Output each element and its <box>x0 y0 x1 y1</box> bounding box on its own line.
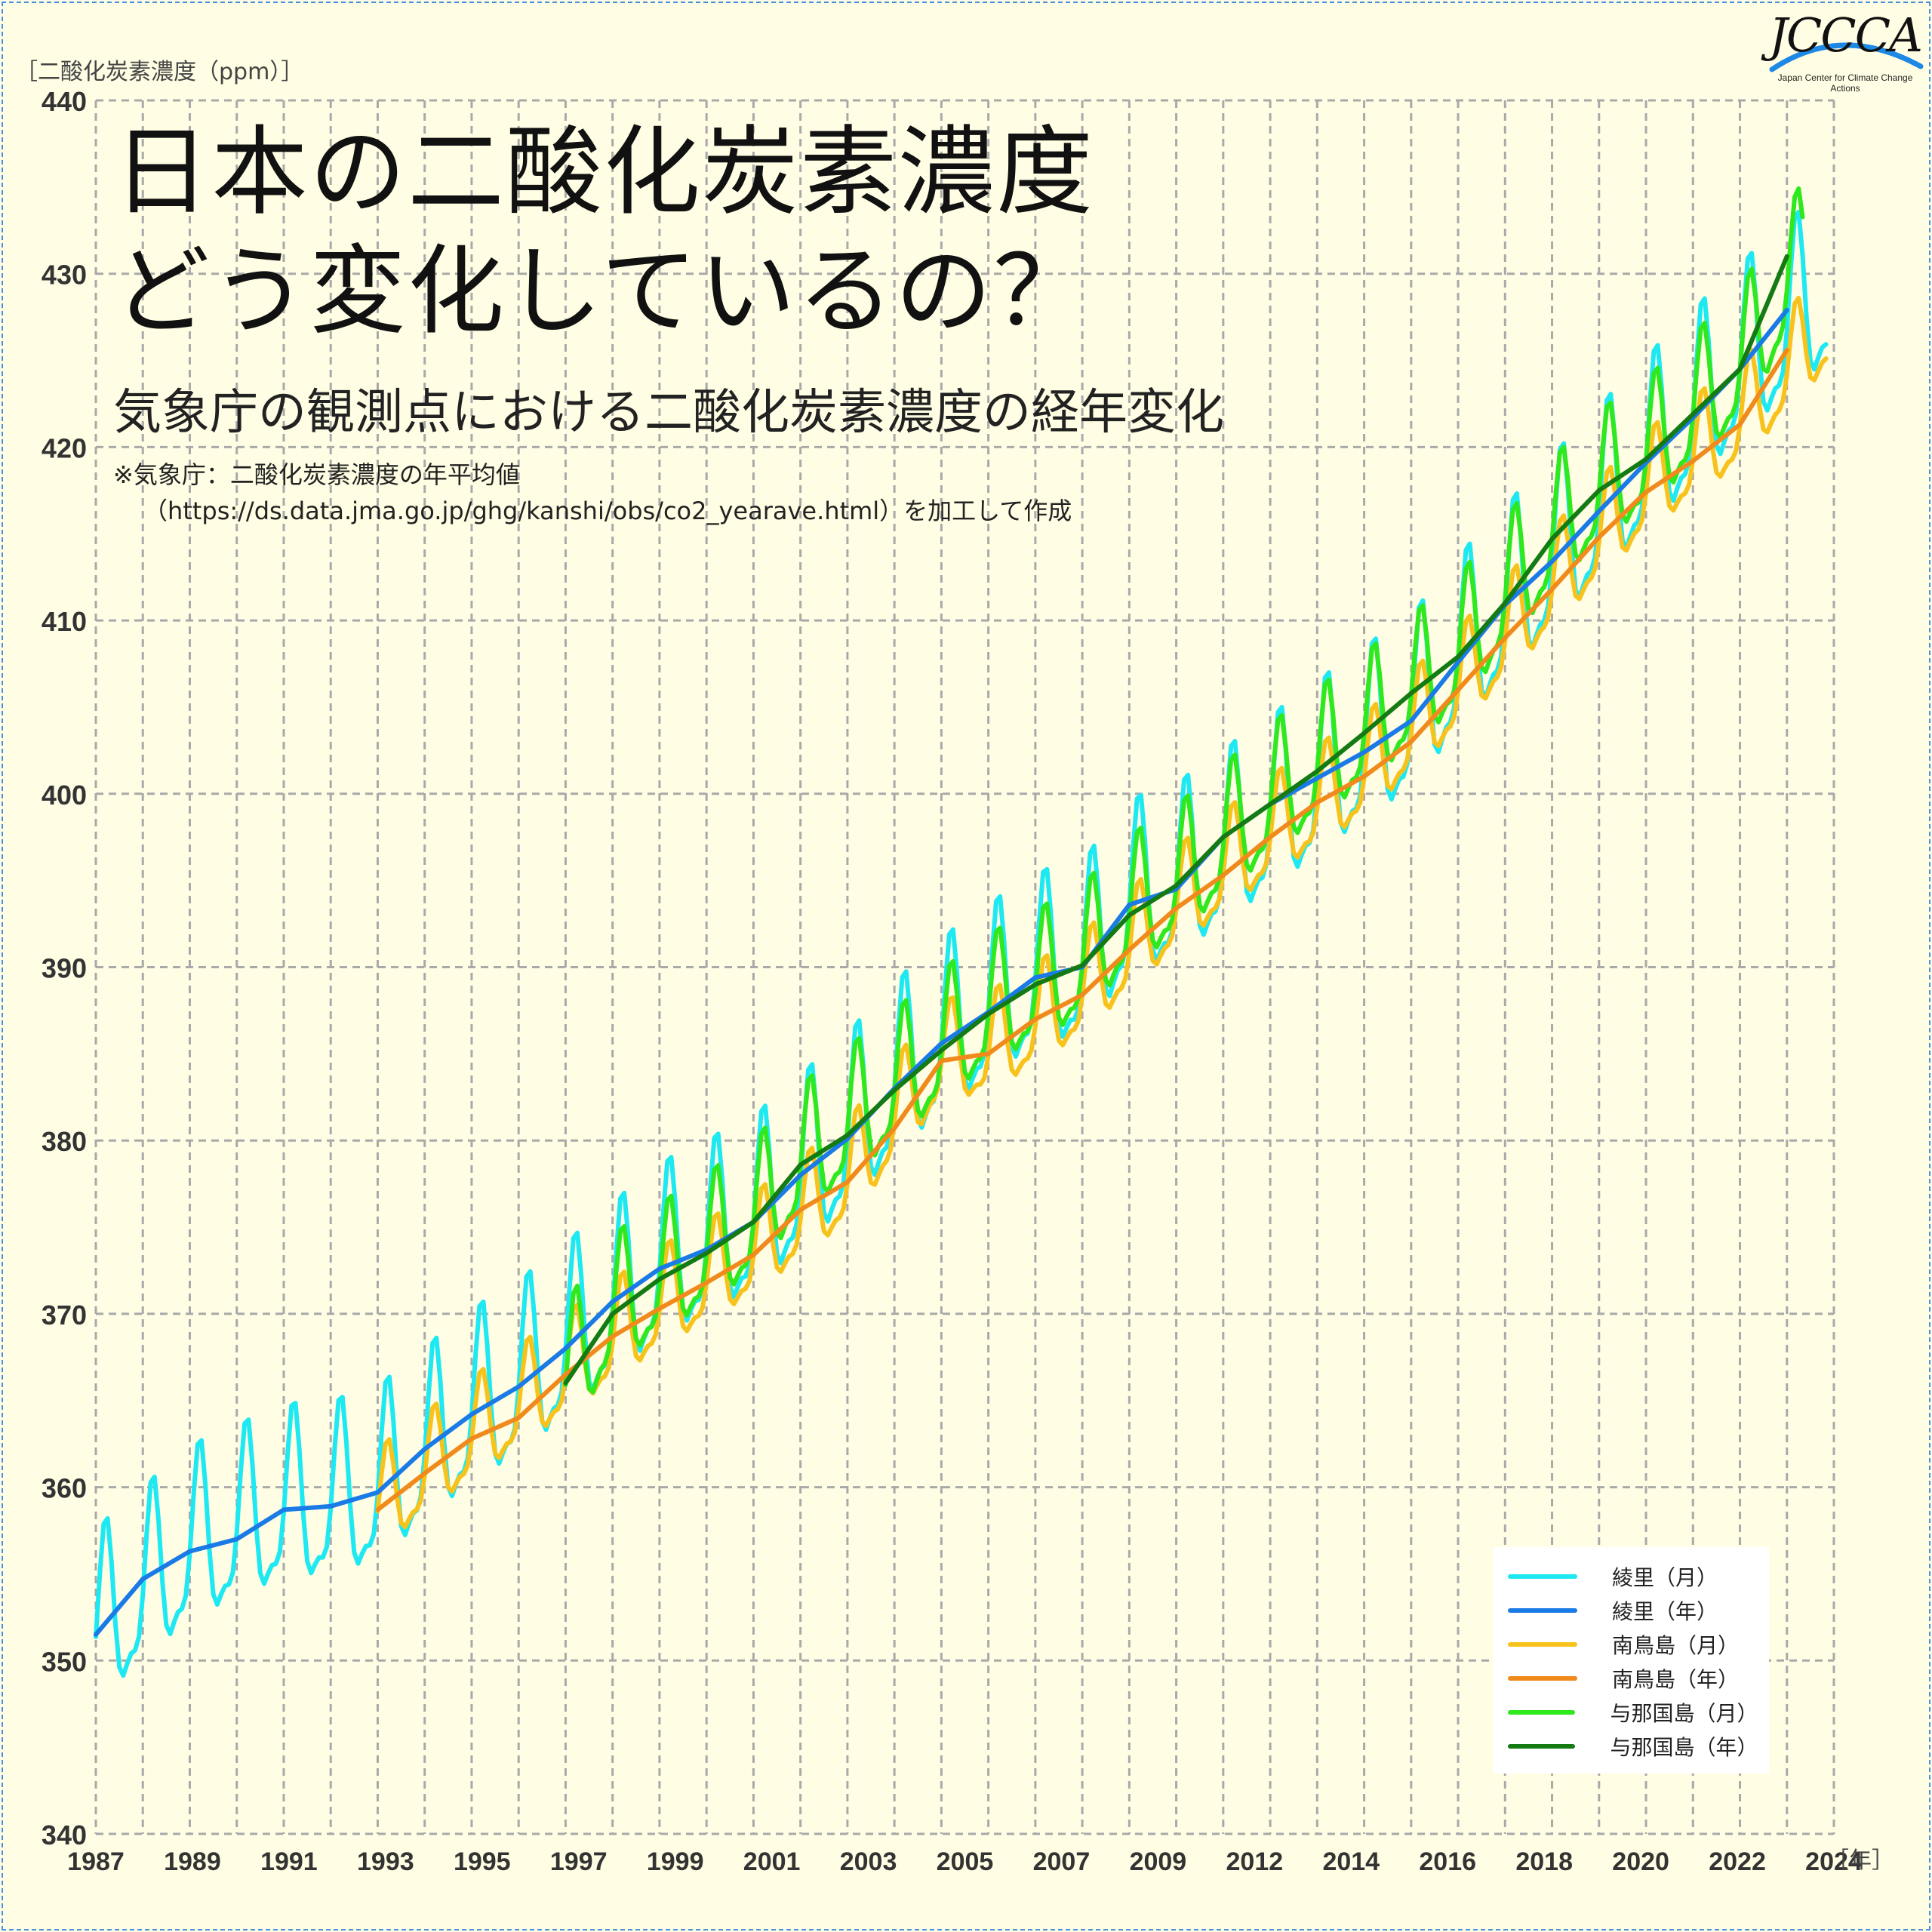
x-tick-label: 1997 <box>550 1847 608 1876</box>
x-tick-label: 2001 <box>743 1847 801 1876</box>
x-tick-label: 2020 <box>1612 1847 1669 1876</box>
logo-swoosh-icon <box>1769 42 1924 72</box>
legend-label: 綾里（月） <box>1612 1564 1718 1590</box>
legend-label: 南鳥島（月） <box>1612 1632 1740 1658</box>
legend-item: 与那国島（年） <box>1508 1729 1758 1763</box>
jccca-logo: JCCCA Japan Center for Climate Change Ac… <box>1766 8 1924 94</box>
x-tick-label: 1991 <box>260 1847 318 1876</box>
x-tick-label: 1995 <box>454 1847 511 1876</box>
legend-item: 南鳥島（月） <box>1508 1627 1754 1661</box>
x-tick-label: 1987 <box>67 1847 125 1876</box>
y-tick-label: 420 <box>42 432 87 463</box>
x-tick-label: 2005 <box>937 1847 994 1876</box>
y-tick-label: 410 <box>42 606 87 637</box>
legend-swatch <box>1508 1641 1577 1647</box>
x-tick-label: 1989 <box>164 1847 221 1876</box>
logo-wordmark: JCCCA <box>1769 8 1923 63</box>
x-tick-label: 2024 <box>1805 1847 1863 1876</box>
x-tick-label: 2022 <box>1709 1847 1766 1876</box>
legend-swatch <box>1508 1709 1576 1715</box>
y-tick-label: 350 <box>42 1646 87 1677</box>
legend-swatch <box>1508 1743 1576 1749</box>
series-line <box>375 347 1789 1512</box>
y-tick-label: 340 <box>42 1820 87 1850</box>
x-tick-label: 2012 <box>1226 1847 1284 1876</box>
source-note-line-1: ※気象庁：二酸化炭素濃度の年平均値 <box>113 460 520 489</box>
series-line <box>563 254 1789 1386</box>
legend-label: 南鳥島（年） <box>1612 1666 1740 1692</box>
y-tick-label: 390 <box>42 953 87 984</box>
x-tick-label: 2018 <box>1515 1847 1573 1876</box>
legend-label: 与那国島（年） <box>1610 1734 1758 1760</box>
x-tick-label: 2014 <box>1322 1847 1380 1876</box>
y-tick-label: 360 <box>42 1473 87 1504</box>
chart-legend: 綾里（月） 綾里（年） 南鳥島（月） 南鳥島（年） 与那国島（月） 与那国島（年） <box>1493 1547 1769 1774</box>
legend-item: 与那国島（月） <box>1508 1695 1758 1729</box>
x-tick-label: 1999 <box>647 1847 704 1876</box>
x-tick-label: 2009 <box>1130 1847 1187 1876</box>
page-title: 日本の二酸化炭素濃度 どう変化しているの？ <box>113 113 1094 352</box>
page-subtitle: 気象庁の観測点における二酸化炭素濃度の経年変化 <box>113 385 1224 441</box>
y-axis-label: ［二酸化炭素濃度（ppm）］ <box>15 59 304 85</box>
legend-item: 綾里（月） <box>1508 1559 1754 1593</box>
legend-item: 綾里（年） <box>1508 1593 1754 1627</box>
legend-swatch <box>1508 1675 1577 1681</box>
y-tick-label: 440 <box>42 86 87 117</box>
series-line <box>375 296 1829 1530</box>
x-tick-label: 2016 <box>1419 1847 1476 1876</box>
logo-subtext: Japan Center for Climate Change Actions <box>1777 72 1913 94</box>
legend-swatch <box>1508 1607 1577 1613</box>
source-note-line-2: （https://ds.data.jma.go.jp/ghg/kanshi/ob… <box>143 497 1072 525</box>
legend-label: 与那国島（月） <box>1610 1700 1758 1726</box>
y-tick-label: 370 <box>42 1300 87 1331</box>
x-tick-label: 2007 <box>1033 1847 1091 1876</box>
y-tick-label: 400 <box>42 780 87 811</box>
x-tick-label: 1993 <box>357 1847 414 1876</box>
x-tick-label: 2003 <box>840 1847 897 1876</box>
source-note: ※気象庁：二酸化炭素濃度の年平均値 （https://ds.data.jma.g… <box>113 457 1072 529</box>
title-line-2: どう変化しているの？ <box>113 235 1092 348</box>
legend-label: 綾里（年） <box>1612 1598 1718 1624</box>
title-line-1: 日本の二酸化炭素濃度 <box>113 116 1095 229</box>
legend-swatch <box>1508 1574 1577 1579</box>
legend-item: 南鳥島（年） <box>1508 1661 1754 1695</box>
x-axis-label: ［年］ <box>1826 1847 1894 1874</box>
y-tick-label: 430 <box>42 260 87 291</box>
y-tick-label: 380 <box>42 1126 87 1157</box>
